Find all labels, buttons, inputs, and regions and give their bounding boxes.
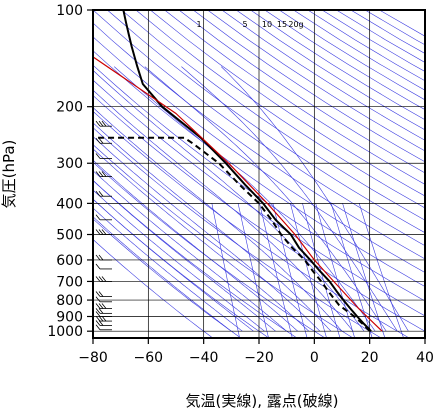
- x-tick-label: −20: [244, 350, 274, 366]
- moist-adiabat-line: [93, 198, 254, 332]
- moist-adiabat-line: [93, 189, 265, 332]
- y-tick-label: 700: [56, 274, 83, 290]
- wind-barb: [95, 320, 112, 326]
- mixing-ratio-label: 15: [277, 20, 287, 29]
- moist-adiabat-line: [93, 216, 232, 332]
- moist-adiabat-line: [93, 148, 310, 332]
- grid-lines: [92, 9, 426, 338]
- wind-barb: [95, 276, 112, 282]
- x-tick-label: 0: [310, 350, 319, 366]
- mixing-ratio-line: [315, 203, 355, 338]
- mixing-ratio-line: [237, 203, 269, 338]
- x-tick-label: −40: [189, 350, 219, 366]
- y-tick-label: 100: [56, 3, 83, 19]
- dry-adiabat-line: [193, 10, 425, 163]
- dry-adiabat-line: [93, 79, 425, 317]
- wind-barb: [95, 171, 112, 177]
- x-tick-label: 20: [361, 350, 379, 366]
- x-tick-label: −60: [134, 350, 164, 366]
- x-tick-labels: −80 −60 −40 −20 0 20 40: [78, 338, 434, 366]
- dry-adiabat-line: [135, 10, 425, 209]
- moist-adiabat-line: [93, 69, 365, 332]
- dry-adiabat-line: [293, 10, 425, 91]
- x-tick-label: 40: [416, 350, 434, 366]
- dry-adiabat-line: [264, 10, 425, 111]
- y-tick-label: 600: [56, 253, 83, 269]
- dry-adiabat-line: [121, 10, 425, 221]
- mixing-ratio-label: 10: [262, 20, 272, 29]
- wind-barb: [95, 263, 112, 270]
- wind-barb: [95, 296, 112, 303]
- wind-barb: [95, 120, 112, 127]
- moist-adiabat-line: [93, 136, 321, 332]
- wind-barb: [95, 303, 112, 309]
- dry-adiabat-line: [336, 10, 425, 63]
- dry-adiabat-line: [93, 127, 382, 338]
- dry-adiabat-line: [93, 238, 213, 338]
- mixing-ratio-line: [330, 203, 373, 338]
- wind-barb: [95, 291, 112, 297]
- moist-adiabat-line: [93, 180, 276, 332]
- y-tick-label: 500: [56, 228, 83, 244]
- y-tick-label: 200: [56, 100, 83, 116]
- dry-adiabat-line: [350, 10, 425, 54]
- wind-barb: [95, 324, 112, 331]
- dry-adiabat-line: [207, 10, 425, 152]
- wind-barb: [95, 311, 112, 317]
- mixing-ratio-line: [342, 203, 386, 338]
- mixing-ratio-labels: 1 5 10 15 20g: [196, 20, 303, 29]
- y-axis-title: 気圧(hPa): [0, 140, 18, 209]
- wind-barb: [95, 153, 112, 159]
- wind-barb: [95, 308, 112, 314]
- dry-adiabat-line: [93, 64, 425, 302]
- moist-adiabat-line: [93, 170, 287, 332]
- temperature-line: [122, 10, 372, 332]
- dry-adiabat-line: [150, 10, 425, 197]
- dry-adiabat-line: [107, 10, 425, 234]
- dry-adiabat-line: [93, 110, 410, 338]
- wind-barbs: [95, 120, 112, 331]
- sounding-profiles: [93, 10, 383, 332]
- dry-adiabat-line: [93, 10, 425, 247]
- dry-adiabat-line: [164, 10, 425, 185]
- moist-adiabat-line: [220, 66, 409, 332]
- wind-barb: [95, 229, 112, 235]
- x-axis-title: 気温(実線), 露点(破線): [186, 392, 339, 410]
- moist-adiabat-line: [144, 66, 387, 332]
- dry-adiabat-line: [93, 144, 354, 338]
- mixing-ratio-line: [211, 203, 240, 338]
- y-tick-label: 800: [56, 293, 83, 309]
- dry-adiabat-line: [93, 218, 241, 338]
- y-tick-label: 400: [56, 196, 83, 212]
- moist-adiabat-line: [93, 89, 354, 332]
- wind-barb: [95, 138, 112, 144]
- dewpoint-line: [93, 136, 371, 332]
- x-tick-label: −80: [78, 350, 108, 366]
- moist-adiabat-line: [181, 66, 398, 332]
- y-tick-label: 900: [56, 309, 83, 325]
- moist-adiabat-line: [93, 159, 298, 332]
- mixing-ratio-label: 20g: [288, 20, 303, 29]
- dry-adiabat-line: [93, 22, 425, 260]
- mixing-ratio-label: 5: [242, 20, 247, 29]
- wind-barb: [95, 214, 112, 221]
- mixing-ratio-line: [272, 203, 308, 338]
- parcel-line: [93, 56, 383, 332]
- mixing-ratio-line: [290, 203, 327, 338]
- mixing-ratio-line: [259, 203, 293, 338]
- wind-barb: [95, 190, 112, 197]
- dry-adiabat-line: [93, 50, 425, 287]
- wind-barb: [95, 315, 112, 322]
- y-tick-label: 300: [56, 156, 83, 172]
- wind-barb: [95, 254, 112, 261]
- dry-adiabat-line: [93, 36, 425, 273]
- mixing-ratio-label: 1: [196, 20, 201, 29]
- dry-adiabat-line: [178, 10, 425, 174]
- moist-adiabat-line: [93, 207, 243, 332]
- y-tick-label: 1000: [47, 324, 83, 340]
- moist-adiabat-line: [93, 107, 343, 332]
